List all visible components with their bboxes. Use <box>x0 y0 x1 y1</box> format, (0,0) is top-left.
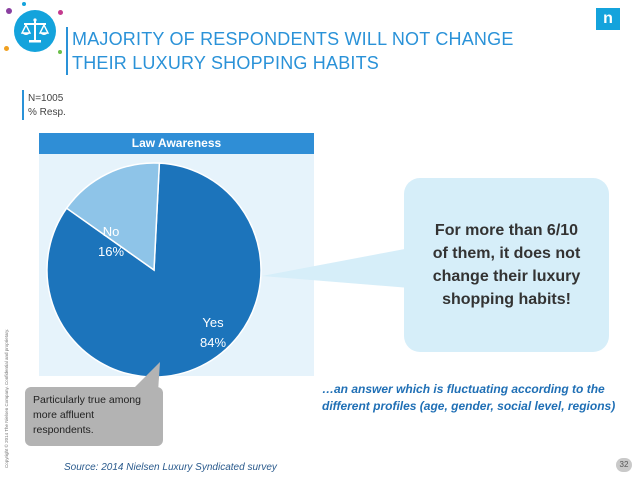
affluent-callout: Particularly true among more affluent re… <box>25 387 163 446</box>
sample-info: N=1005 % Resp. <box>28 92 66 120</box>
profile-note: …an answer which is fluctuating accordin… <box>322 382 616 413</box>
brand-logo: n <box>596 8 620 30</box>
decorative-dot <box>4 46 9 51</box>
key-insight-callout: For more than 6/10 of them, it does not … <box>404 178 609 352</box>
pie-label-no: No 16% <box>86 222 136 262</box>
page-title: MAJORITY OF RESPONDENTS WILL NOT CHANGE … <box>72 29 514 73</box>
source-note: Source: 2014 Nielsen Luxury Syndicated s… <box>64 462 277 473</box>
page-number: 32 <box>616 458 632 472</box>
big-callout-tail <box>262 248 410 288</box>
decorative-dot <box>22 2 26 6</box>
decorative-dot <box>58 10 63 15</box>
pie-label-no-category: No <box>102 224 120 239</box>
sample-accent-bar <box>22 90 24 120</box>
pie-label-no-value: 16% <box>97 244 125 259</box>
pie-slice-no <box>65 162 161 272</box>
decorative-dot <box>6 8 12 14</box>
copyright-text: Copyright © 2014 The Nielsen Company. Co… <box>3 329 9 468</box>
pie-label-yes-category: Yes <box>202 315 224 330</box>
key-insight-text: For more than 6/10 of them, it does not … <box>432 222 581 308</box>
copyright-notice: Copyright © 2014 The Nielsen Company. Co… <box>3 329 9 468</box>
unit-label: % Resp. <box>28 107 66 118</box>
small-callout-tail <box>130 362 160 392</box>
chart-title: Law Awareness <box>39 133 314 154</box>
pie-label-yes-value: 84% <box>199 335 227 350</box>
decorative-dot <box>58 50 62 54</box>
title-accent-bar <box>66 27 68 75</box>
pie-label-yes: Yes 84% <box>188 313 238 353</box>
sample-size: N=1005 <box>28 93 64 104</box>
scales-icon <box>20 18 50 43</box>
scales-logo <box>14 10 56 52</box>
